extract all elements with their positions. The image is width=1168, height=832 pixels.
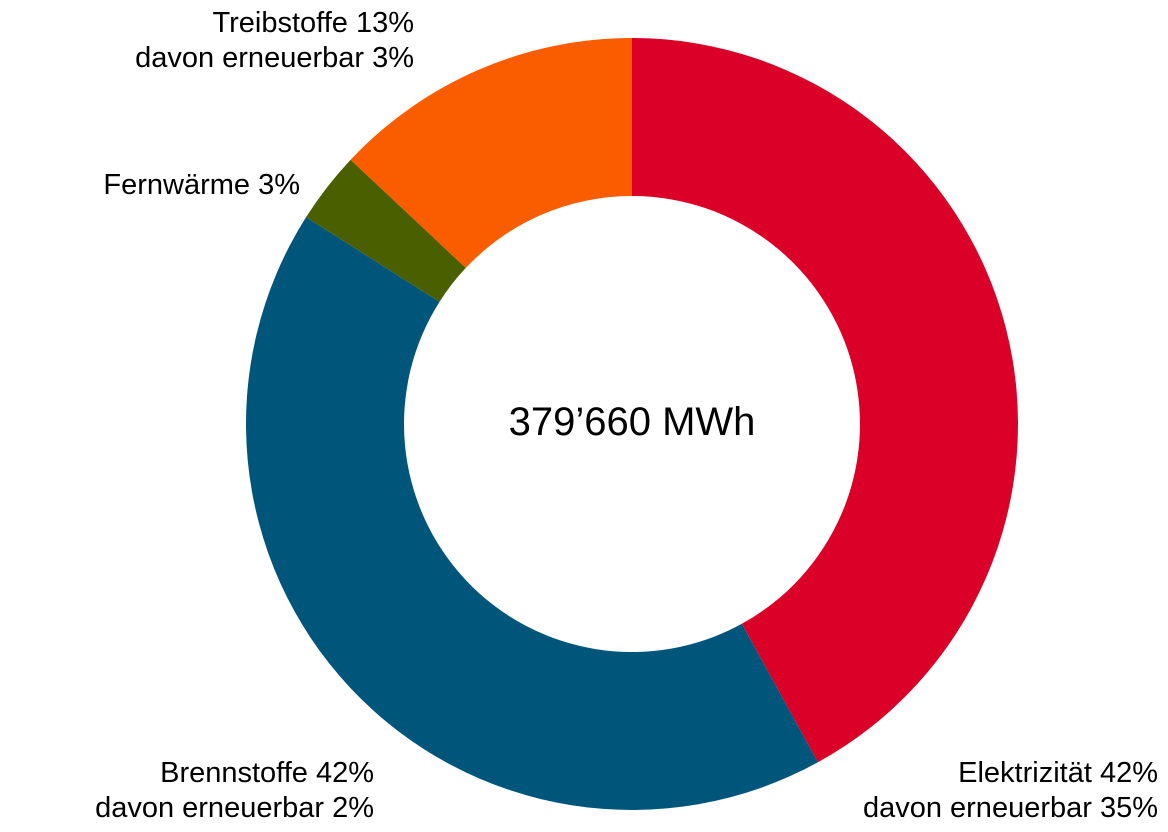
label-treibstoffe: Treibstoffe 13% davon erneuerbar 3%: [135, 6, 414, 76]
label-treibstoffe-name: Treibstoffe 13%: [212, 7, 415, 39]
slice-2: [306, 159, 466, 302]
center-total-label: 379’660 MWh: [508, 400, 756, 444]
donut-slices: [246, 38, 1019, 811]
label-brennstoffe-sub: davon erneuerbar 2%: [95, 792, 374, 824]
label-elektrizitaet: Elektrizität 42% davon erneuerbar 35%: [863, 756, 1158, 826]
label-elektrizitaet-name: Elektrizität 42%: [958, 757, 1158, 789]
slice-3: [350, 38, 632, 268]
label-elektrizitaet-sub: davon erneuerbar 35%: [862, 792, 1158, 824]
label-brennstoffe: Brennstoffe 42% davon erneuerbar 2%: [95, 756, 374, 826]
label-fernwaerme-name: Fernwärme 3%: [103, 169, 300, 201]
slice-1: [246, 217, 818, 811]
label-fernwaerme: Fernwärme 3%: [103, 168, 300, 203]
label-treibstoffe-sub: davon erneuerbar 3%: [135, 42, 414, 74]
slice-0: [632, 38, 1019, 763]
label-brennstoffe-name: Brennstoffe 42%: [160, 757, 374, 789]
